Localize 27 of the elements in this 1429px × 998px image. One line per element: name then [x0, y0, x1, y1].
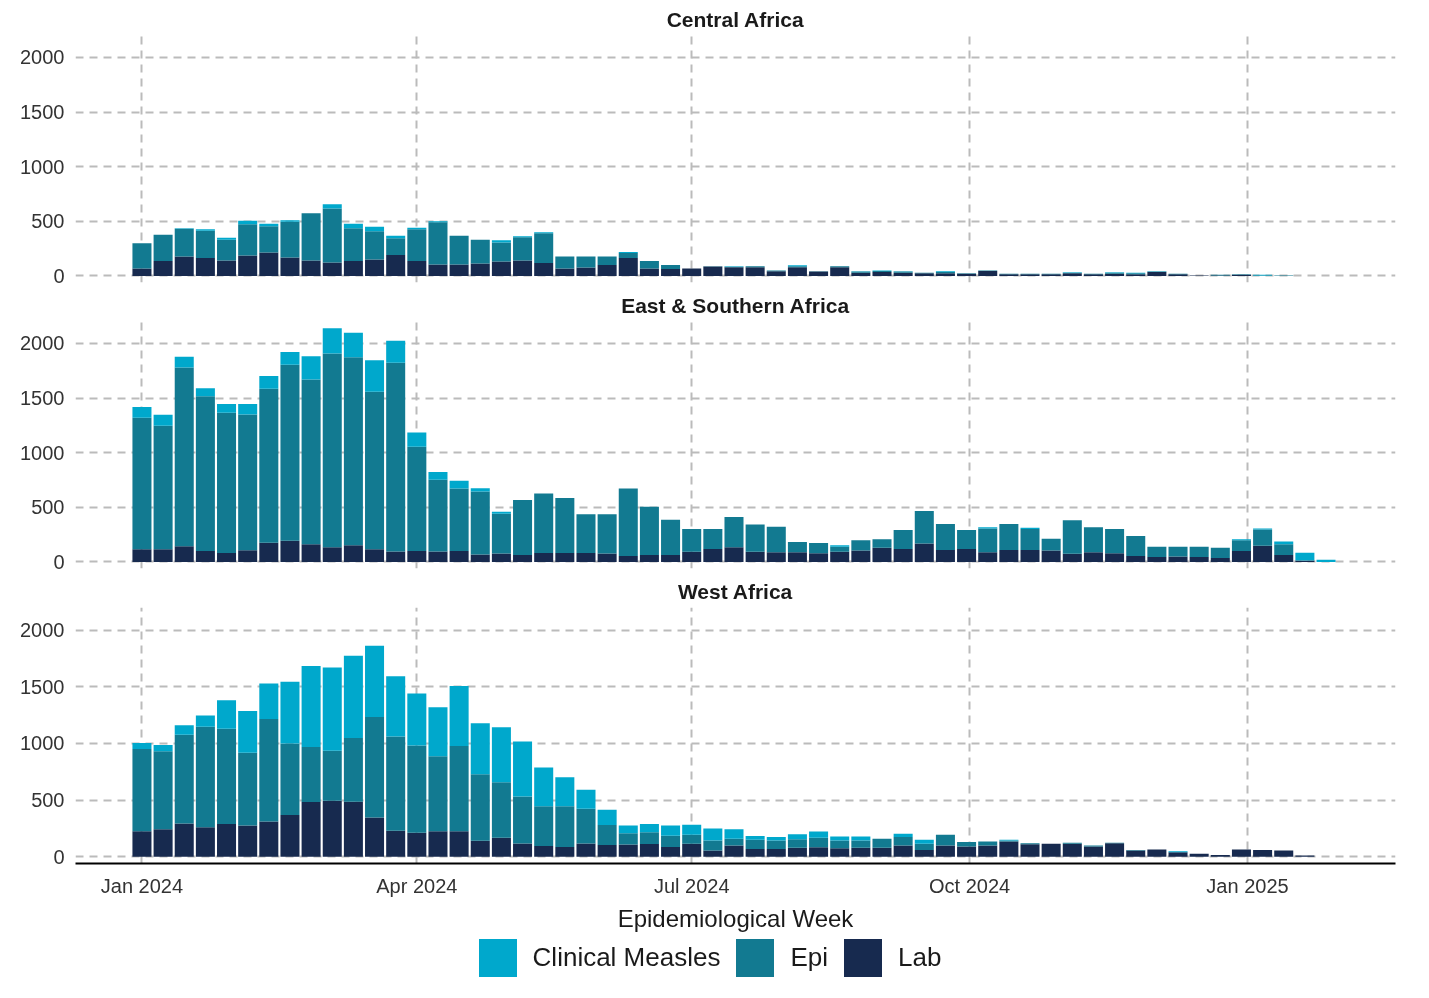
- y-tick-label: 2000: [20, 46, 65, 69]
- y-tick-label: 500: [31, 496, 65, 519]
- y-tick-label: 2000: [20, 619, 65, 642]
- legend-label: Clinical Measles: [532, 941, 721, 975]
- x-tick-label: Jan 2025: [1206, 874, 1289, 897]
- y-tick-label: 1500: [20, 675, 65, 698]
- y-tick-label: 0: [53, 550, 65, 573]
- y-tick-label: 0: [53, 264, 65, 287]
- x-tick-label: Jul 2024: [653, 874, 730, 897]
- y-tick-label: 0: [53, 845, 65, 868]
- chart-title: East & Southern Africa: [621, 293, 850, 317]
- y-tick-label: 500: [31, 789, 65, 812]
- y-tick-label: 2000: [20, 332, 65, 355]
- chart-title: Central Africa: [666, 7, 804, 31]
- chart-title: West Africa: [677, 579, 793, 603]
- y-tick-label: 1000: [20, 441, 65, 464]
- legend-label: Lab: [898, 941, 942, 975]
- y-tick-label: 1000: [20, 155, 65, 178]
- x-axis-title: Epidemiological Week: [617, 904, 855, 932]
- y-tick-label: 500: [31, 210, 65, 233]
- y-tick-label: 1500: [20, 387, 65, 409]
- y-tick-label: 1500: [20, 101, 65, 123]
- x-tick-label: Apr 2024: [376, 874, 458, 897]
- x-tick-label: Oct 2024: [929, 874, 1011, 897]
- x-tick-label: Jan 2024: [100, 874, 184, 897]
- y-tick-label: 1000: [20, 732, 65, 755]
- legend-label: Epi: [790, 941, 829, 975]
